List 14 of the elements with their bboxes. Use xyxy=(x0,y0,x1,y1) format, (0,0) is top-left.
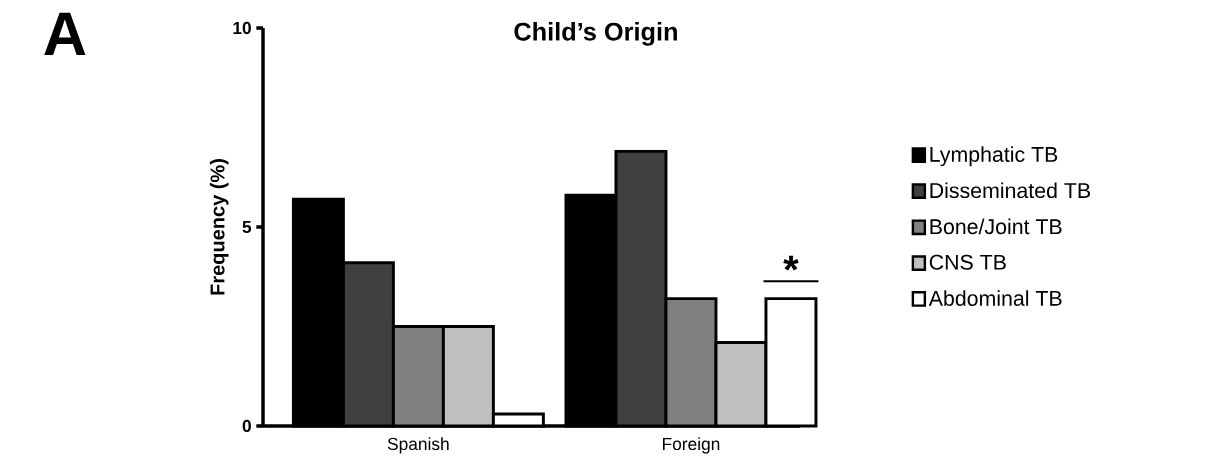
legend-label: Abdominal TB xyxy=(928,290,1062,306)
x-tick-label: Foreign xyxy=(663,437,720,454)
legend-label: Disseminated TB xyxy=(930,182,1090,199)
annotation: * xyxy=(783,255,799,271)
x-tick-label: Spanish xyxy=(387,437,449,454)
y-tick-label: 0 xyxy=(242,419,251,433)
legend-label: CNS TB xyxy=(929,254,1006,270)
y-axis-title: Frequency (%) xyxy=(209,159,229,295)
y-tick-label: 5 xyxy=(242,220,252,234)
legend-label: Bone/Joint TB xyxy=(930,218,1062,235)
chart-title: Child’s Origin xyxy=(514,22,677,46)
text: A xyxy=(44,12,86,55)
y-tick-label: 10 xyxy=(233,21,251,35)
legend-label: Lymphatic TB xyxy=(930,146,1058,167)
